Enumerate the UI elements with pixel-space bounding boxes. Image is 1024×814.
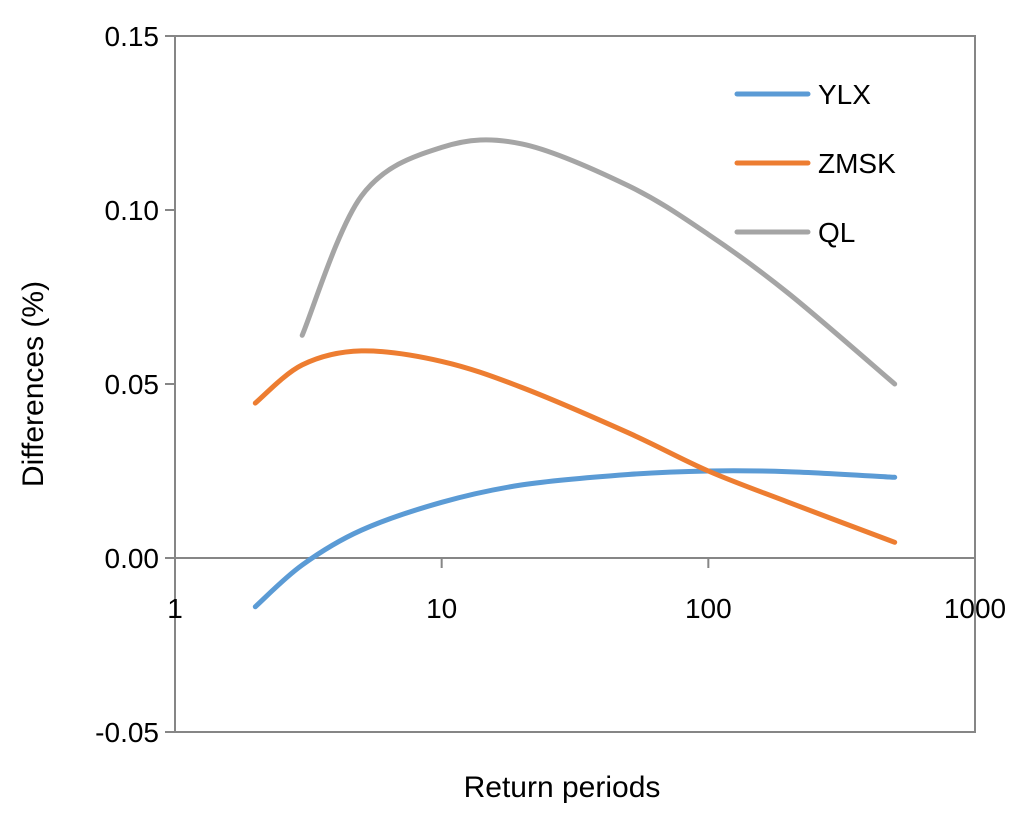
x-axis-title: Return periods (464, 771, 661, 804)
y-tick-label: 0.05 (105, 369, 160, 400)
x-tick-label: 1 (167, 593, 183, 624)
series-line-ylx (252, 468, 898, 610)
x-tick-label: 100 (685, 593, 732, 624)
y-tick-label: 0.00 (105, 543, 160, 574)
legend-label-ylx: YLX (818, 79, 871, 110)
legend: YLX ZMSK QL (734, 79, 896, 248)
legend-label-ql: QL (818, 217, 855, 248)
y-tick-label: -0.05 (95, 717, 159, 748)
y-tick-label: 0.15 (105, 21, 160, 52)
series-line-zmsk (252, 348, 898, 545)
y-axis-ticks: -0.05 0.00 0.05 0.10 0.15 (95, 21, 175, 748)
plot-area (174, 35, 976, 733)
legend-label-zmsk: ZMSK (818, 148, 896, 179)
x-axis-ticks: 1 10 100 1000 (167, 558, 1006, 624)
x-tick-label: 1000 (944, 593, 1006, 624)
series-lines (252, 137, 898, 610)
x-tick-label: 10 (426, 593, 457, 624)
y-axis-title: Differences (%) (17, 281, 50, 487)
series-line-ql (299, 137, 898, 387)
y-tick-label: 0.10 (105, 195, 160, 226)
